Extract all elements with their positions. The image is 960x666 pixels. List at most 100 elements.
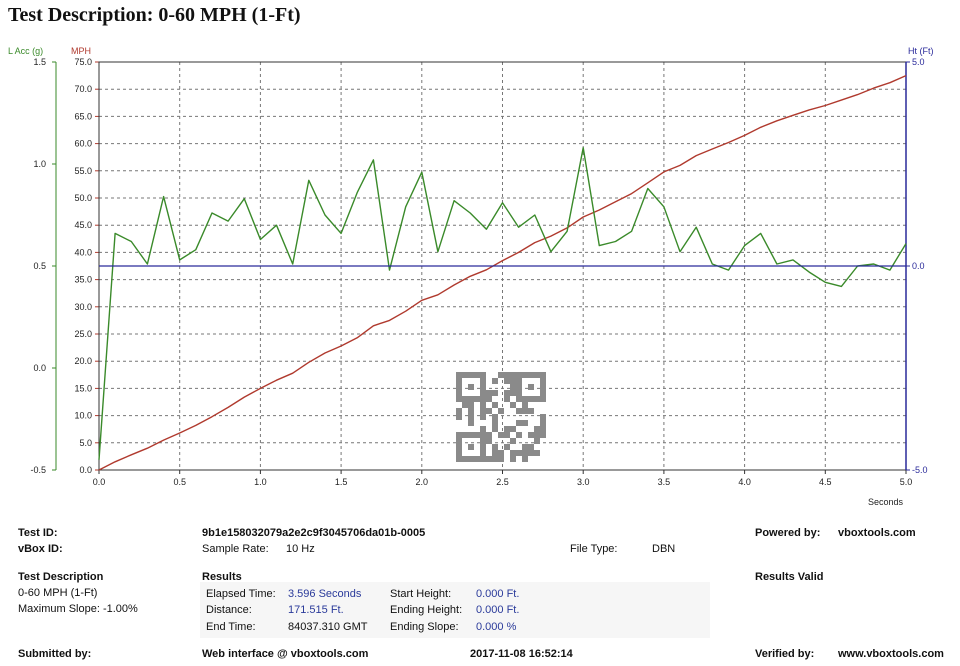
- qr-module: [540, 384, 546, 390]
- x-tick-label: 4.5: [819, 477, 832, 487]
- test-description-label: Test Description: [18, 571, 104, 583]
- distance-value: 171.515 Ft.: [288, 604, 344, 616]
- qr-module: [480, 450, 486, 456]
- file-type-value: DBN: [652, 543, 676, 555]
- mph-tick-label: 25.0: [74, 329, 92, 339]
- results-panel: [200, 582, 710, 638]
- qr-module: [528, 444, 534, 450]
- lacc-tick-label: 0.0: [33, 363, 46, 373]
- ht-axis-label: Ht (Ft): [908, 46, 934, 56]
- qr-module: [474, 432, 480, 438]
- qr-module: [516, 408, 522, 414]
- qr-module: [462, 456, 468, 462]
- qr-module: [456, 372, 462, 378]
- sample-rate-value: 10 Hz: [286, 543, 315, 555]
- qr-module: [474, 396, 480, 402]
- qr-module: [540, 420, 546, 426]
- lacc-tick-label: 1.0: [33, 159, 46, 169]
- qr-module: [456, 414, 462, 420]
- qr-module: [468, 408, 474, 414]
- mph-axis-label: MPH: [71, 46, 91, 56]
- x-tick-label: 0.0: [93, 477, 106, 487]
- qr-module: [474, 372, 480, 378]
- qr-module: [510, 438, 516, 444]
- maximum-slope: Maximum Slope: -1.00%: [18, 603, 138, 615]
- qr-module: [456, 444, 462, 450]
- qr-module: [504, 390, 510, 396]
- qr-module: [480, 390, 486, 396]
- ending-height-label: Ending Height:: [390, 604, 463, 616]
- qr-module: [456, 456, 462, 462]
- qr-module: [498, 408, 504, 414]
- qr-module: [504, 432, 510, 438]
- x-tick-label: 4.0: [738, 477, 751, 487]
- mph-tick-label: 30.0: [74, 302, 92, 312]
- web-interface-link[interactable]: Web interface @ vboxtools.com: [202, 648, 369, 660]
- qr-module: [510, 426, 516, 432]
- file-type-label: File Type:: [570, 543, 618, 555]
- qr-module: [456, 384, 462, 390]
- x-tick-label: 1.5: [335, 477, 348, 487]
- verified-by-value[interactable]: www.vboxtools.com: [838, 648, 944, 660]
- qr-module: [456, 390, 462, 396]
- test-id-label: Test ID:: [18, 527, 58, 539]
- ending-slope-value: 0.000 %: [476, 621, 517, 633]
- qr-module: [492, 426, 498, 432]
- qr-module: [510, 456, 516, 462]
- qr-module: [528, 408, 534, 414]
- qr-module: [540, 432, 546, 438]
- qr-module: [528, 384, 534, 390]
- qr-module: [480, 444, 486, 450]
- qr-module: [492, 414, 498, 420]
- qr-module: [510, 384, 516, 390]
- test-description-value: 0-60 MPH (1-Ft): [18, 587, 98, 599]
- qr-module: [498, 456, 504, 462]
- vbox-id-label: vBox ID:: [18, 543, 63, 555]
- qr-module: [522, 396, 528, 402]
- qr-module: [498, 372, 504, 378]
- end-time-value: 84037.310 GMT: [288, 621, 368, 633]
- qr-module: [522, 420, 528, 426]
- mph-tick-label: 50.0: [74, 193, 92, 203]
- qr-module: [480, 438, 486, 444]
- sample-rate-label: Sample Rate:: [202, 543, 269, 555]
- qr-module: [540, 378, 546, 384]
- qr-module: [462, 372, 468, 378]
- qr-module: [534, 438, 540, 444]
- qr-module: [468, 444, 474, 450]
- start-height-label: Start Height:: [390, 588, 452, 600]
- qr-module: [534, 450, 540, 456]
- qr-module: [522, 444, 528, 450]
- mph-tick-label: 20.0: [74, 356, 92, 366]
- qr-module: [486, 432, 492, 438]
- qr-module: [486, 456, 492, 462]
- qr-module: [480, 432, 486, 438]
- qr-module: [522, 450, 528, 456]
- qr-module: [516, 450, 522, 456]
- qr-module: [486, 438, 492, 444]
- qr-module: [462, 396, 468, 402]
- qr-module: [504, 372, 510, 378]
- qr-module: [516, 420, 522, 426]
- qr-module: [522, 402, 528, 408]
- qr-module: [504, 378, 510, 384]
- qr-code-icon: [456, 372, 546, 462]
- qr-module: [492, 378, 498, 384]
- mph-tick-label: 65.0: [74, 111, 92, 121]
- qr-module: [456, 408, 462, 414]
- qr-module: [510, 390, 516, 396]
- submitted-by-label: Submitted by:: [18, 648, 92, 660]
- qr-module: [486, 396, 492, 402]
- distance-label: Distance:: [206, 604, 252, 616]
- ht-tick-label: -5.0: [912, 465, 928, 475]
- qr-module: [480, 408, 486, 414]
- powered-by-label: Powered by:: [755, 527, 821, 539]
- qr-module: [540, 426, 546, 432]
- qr-module: [498, 432, 504, 438]
- qr-module: [468, 372, 474, 378]
- qr-module: [540, 372, 546, 378]
- test-id-value: 9b1e158032079a2e2c9f3045706da01b-0005: [202, 527, 426, 539]
- lacc-tick-label: 0.5: [33, 261, 46, 271]
- qr-module: [516, 378, 522, 384]
- qr-module: [468, 420, 474, 426]
